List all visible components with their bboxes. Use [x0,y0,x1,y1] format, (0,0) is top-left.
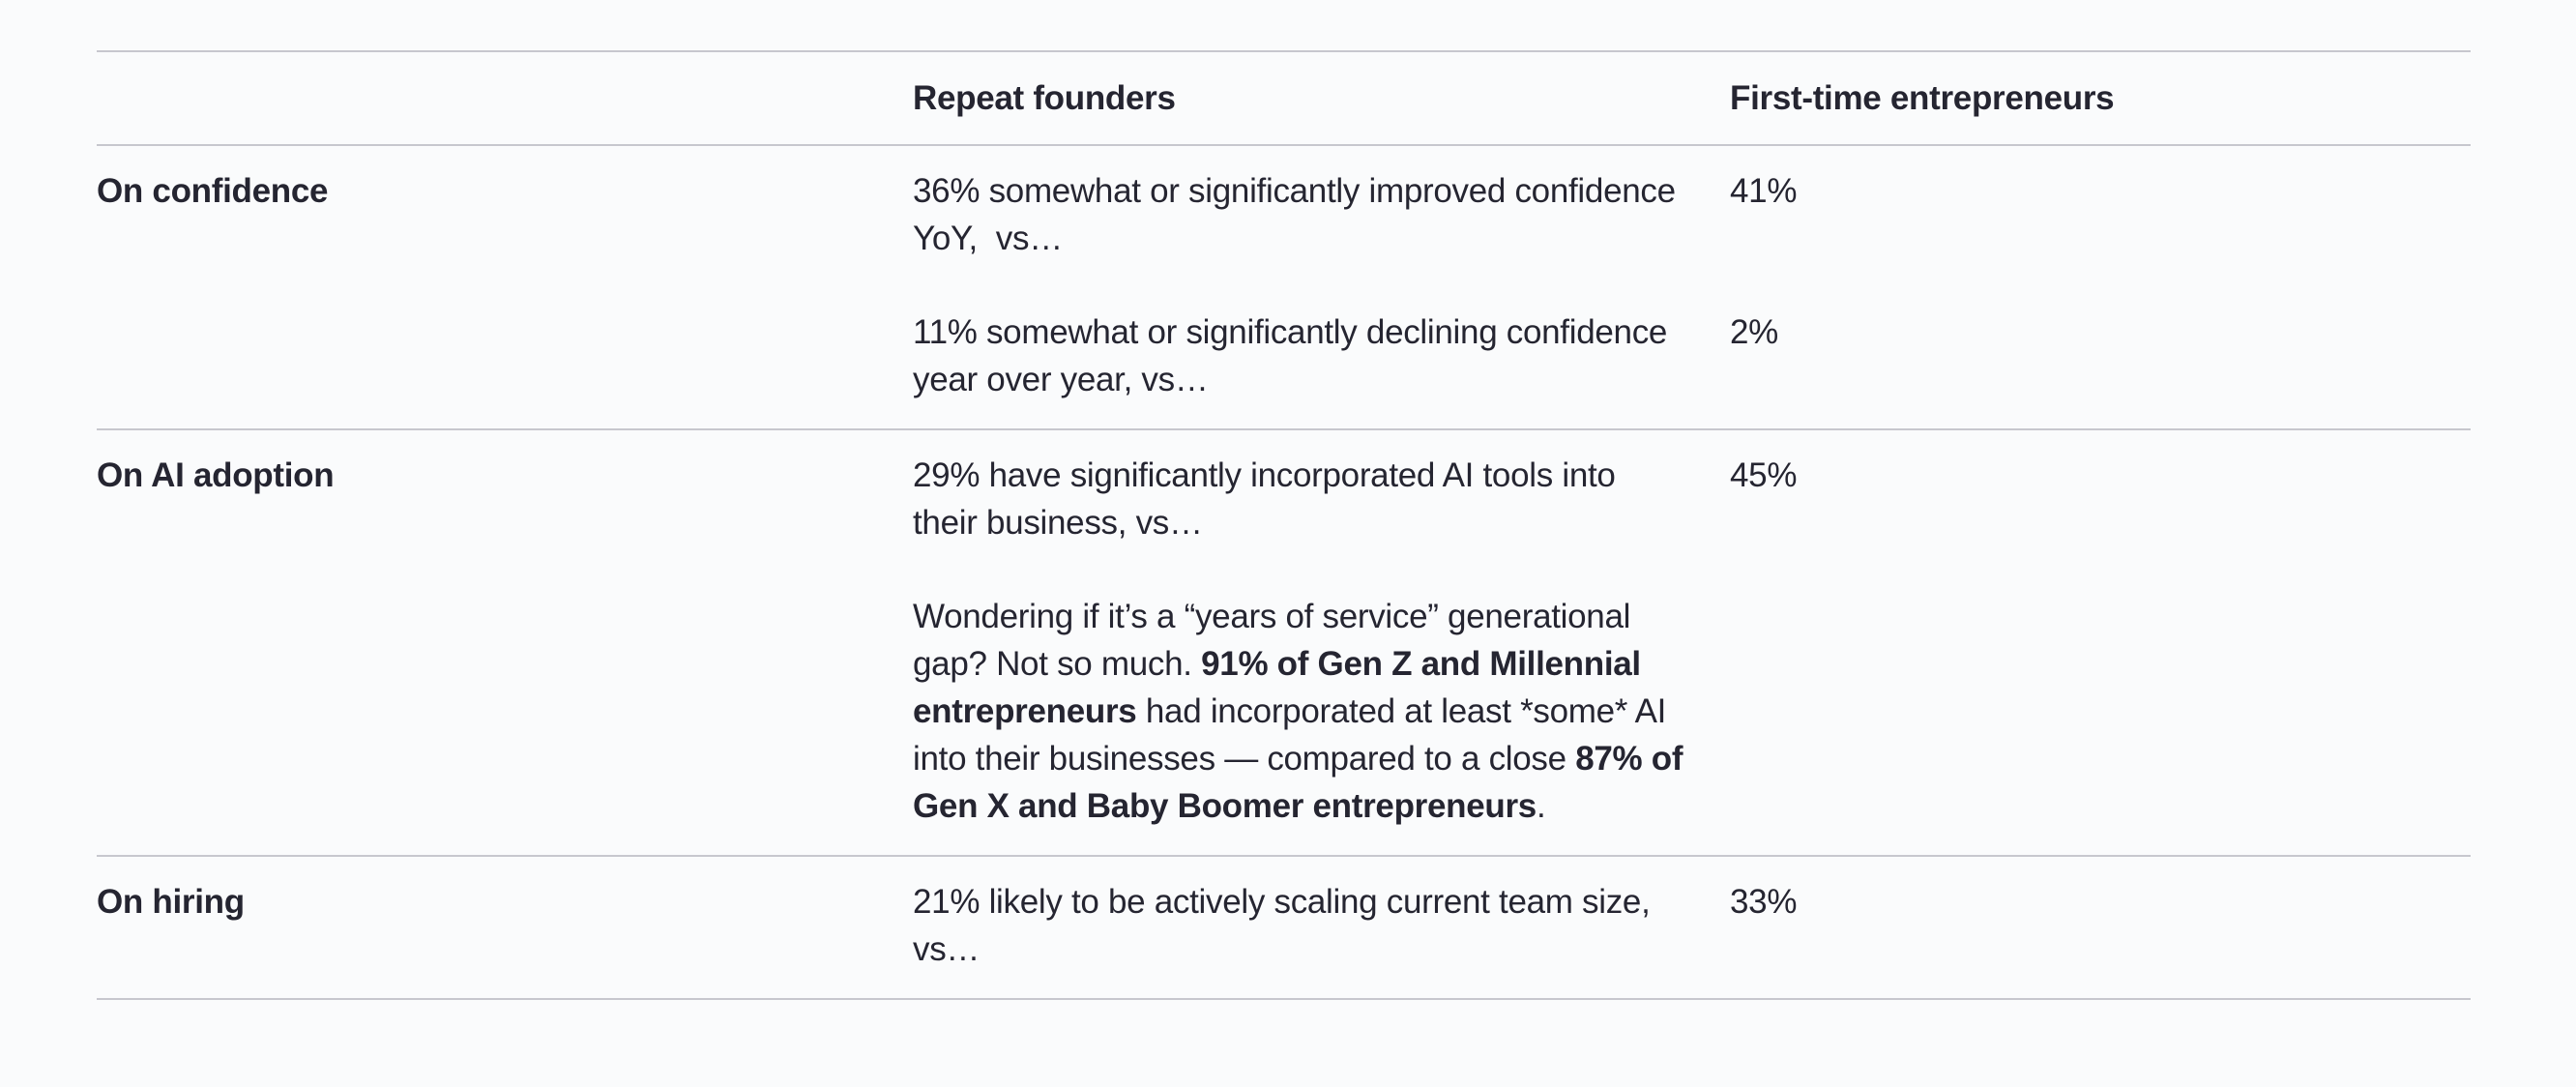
table-row-hiring: On hiring 21% likely to be actively scal… [97,855,2471,998]
row-hiring-items: 21% likely to be actively scaling curren… [913,878,2471,973]
stat-item: 21% likely to be actively scaling curren… [913,878,2471,973]
statement-bold-segment: 87% of Gen X and Baby Boomer entrepreneu… [913,740,1692,825]
value-text: 45% [1730,456,1798,494]
row-label-ai-adoption: On AI adoption [97,456,335,494]
statement-segment: Wondering if it’s a “years of service” g… [913,598,1640,683]
statement-rich-text: Wondering if it’s a “years of service” g… [913,593,1686,830]
column-header-repeat-founders: Repeat founders [913,78,1176,117]
table-row-confidence: On confidence 36% somewhat or significan… [97,144,2471,428]
statement-bold-segment: 91% of Gen Z and Millennial entrepreneur… [913,645,1651,730]
row-ai-adoption-items: 29% have significantly incorporated AI t… [913,452,2471,830]
statement-segment: had incorporated at least *some* AI into… [913,692,1676,778]
stat-item: Wondering if it’s a “years of service” g… [913,593,2471,830]
stat-item: 11% somewhat or significantly declining … [913,308,2471,403]
statement-segment: . [1536,787,1546,825]
statement-text: 36% somewhat or significantly improved c… [913,172,1684,257]
value-text: 41% [1730,172,1798,210]
row-label-hiring: On hiring [97,883,245,921]
value-text: 33% [1730,883,1798,921]
row-label-confidence: On confidence [97,172,329,210]
statement-text: 21% likely to be actively scaling curren… [913,883,1659,968]
statement-text: 29% have significantly incorporated AI t… [913,456,1625,542]
table-row-ai-adoption: On AI adoption 29% have significantly in… [97,428,2471,855]
table-header-row: Repeat founders First-time entrepreneurs [97,50,2471,144]
value-text: 2% [1730,313,1778,351]
stat-item: 29% have significantly incorporated AI t… [913,452,2471,546]
statement-text: 11% somewhat or significantly declining … [913,313,1677,398]
comparison-table: Repeat founders First-time entrepreneurs… [97,50,2471,1000]
row-confidence-items: 36% somewhat or significantly improved c… [913,167,2471,403]
stat-item: 36% somewhat or significantly improved c… [913,167,2471,262]
column-header-first-time-entrepreneurs: First-time entrepreneurs [1730,78,2115,117]
